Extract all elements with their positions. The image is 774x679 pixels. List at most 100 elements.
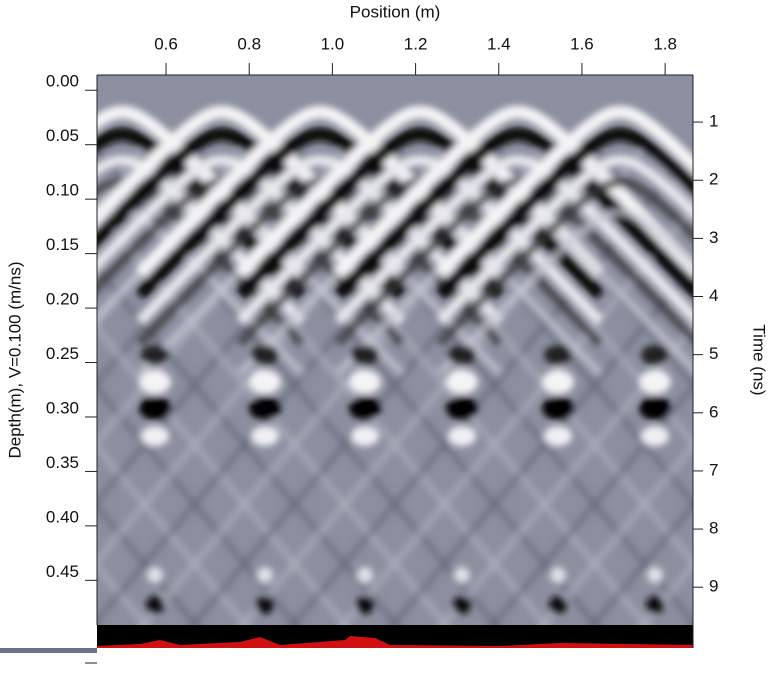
y2-tick-label: 7 bbox=[709, 460, 718, 479]
hyperbola bbox=[435, 105, 693, 278]
radargram-image bbox=[97, 75, 774, 650]
reflector bbox=[453, 596, 471, 614]
reflector bbox=[351, 426, 379, 446]
reflector bbox=[351, 345, 379, 365]
y2-tick-label: 3 bbox=[709, 228, 718, 247]
y-tick-label: 0.10 bbox=[46, 181, 79, 200]
y2-tick-label: 6 bbox=[709, 402, 718, 421]
hyperbola bbox=[436, 154, 693, 325]
y-tick-label: 0.00 bbox=[46, 72, 79, 91]
hyperbola bbox=[136, 154, 504, 325]
texture bbox=[638, 560, 693, 625]
reflector bbox=[446, 396, 478, 420]
hyperbola bbox=[334, 154, 693, 325]
reflector bbox=[639, 396, 671, 420]
texture bbox=[97, 382, 301, 625]
reflector bbox=[251, 426, 279, 446]
texture bbox=[97, 263, 401, 625]
hyperbola bbox=[97, 154, 406, 325]
y-tick-label: 0.25 bbox=[46, 344, 79, 363]
hyperbola bbox=[434, 126, 693, 301]
reflector bbox=[639, 370, 671, 394]
y2-axis-title: Time (ns) bbox=[750, 324, 769, 395]
reflection-pattern bbox=[97, 105, 774, 650]
reflector bbox=[641, 426, 669, 446]
reflector bbox=[550, 567, 566, 583]
reflector bbox=[257, 567, 273, 583]
reflector bbox=[448, 426, 476, 446]
y-tick-label: 0.35 bbox=[46, 453, 79, 472]
reflector bbox=[647, 567, 663, 583]
reflector bbox=[251, 345, 279, 365]
reflector bbox=[249, 370, 281, 394]
hyperbola bbox=[235, 105, 605, 278]
reflector bbox=[454, 567, 470, 583]
reflector bbox=[646, 596, 664, 614]
hyperbola bbox=[97, 154, 306, 325]
texture bbox=[538, 440, 693, 625]
x-tick-label: 0.8 bbox=[237, 34, 261, 53]
y-tick-label: 0.40 bbox=[46, 507, 79, 526]
y-axis-title: Depth(m), V=0.100 (m/ns) bbox=[5, 262, 24, 459]
reflector bbox=[448, 345, 476, 365]
reflector bbox=[446, 370, 478, 394]
reflector bbox=[147, 567, 163, 583]
hyperbola bbox=[236, 154, 604, 325]
texture bbox=[722, 150, 774, 650]
reflector bbox=[641, 345, 669, 365]
x-tick-label: 1.0 bbox=[321, 34, 345, 53]
reflector bbox=[357, 567, 373, 583]
reflector bbox=[139, 396, 171, 420]
reflector bbox=[141, 345, 169, 365]
reflector bbox=[141, 426, 169, 446]
reflector bbox=[256, 596, 274, 614]
reflector bbox=[249, 396, 281, 420]
y-tick-label: 0.20 bbox=[46, 290, 79, 309]
y2-tick-label: 9 bbox=[709, 577, 718, 596]
x-tick-label: 1.6 bbox=[570, 34, 594, 53]
y-tick-label: 0.05 bbox=[46, 126, 79, 145]
hyperbola bbox=[234, 126, 606, 301]
texture bbox=[97, 501, 201, 625]
reflector bbox=[356, 596, 374, 614]
texture bbox=[288, 147, 693, 625]
hyperbola bbox=[334, 176, 693, 347]
signal-trace bbox=[97, 636, 693, 648]
x-tick-label: 0.6 bbox=[154, 34, 178, 53]
y2-tick-label: 2 bbox=[709, 170, 718, 189]
y-tick-label: 0.30 bbox=[46, 398, 79, 417]
texture bbox=[438, 321, 693, 625]
x-tick-label: 1.4 bbox=[487, 34, 511, 53]
hyperbola bbox=[333, 105, 693, 278]
texture bbox=[97, 442, 251, 625]
hyperbola bbox=[437, 207, 693, 376]
reflector bbox=[349, 370, 381, 394]
x-tick-label: 1.8 bbox=[653, 34, 677, 53]
y2-tick-label: 5 bbox=[709, 344, 718, 363]
y2-tick-label: 8 bbox=[709, 519, 718, 538]
reflector bbox=[544, 426, 572, 446]
texture bbox=[388, 262, 693, 625]
texture bbox=[588, 500, 693, 625]
residual-strip bbox=[0, 648, 97, 653]
reflector bbox=[542, 370, 574, 394]
texture bbox=[747, 150, 774, 650]
x-axis-title: Position (m) bbox=[350, 2, 441, 21]
reflector bbox=[549, 596, 567, 614]
texture bbox=[338, 202, 693, 625]
reflector bbox=[349, 396, 381, 420]
hyperbola bbox=[332, 126, 693, 301]
texture bbox=[697, 150, 774, 650]
y-tick-label: 0.15 bbox=[46, 235, 79, 254]
y2-tick-label: 4 bbox=[709, 286, 718, 305]
y-tick-label: 0.45 bbox=[46, 562, 79, 581]
reflector bbox=[544, 345, 572, 365]
y2-tick-label: 1 bbox=[709, 112, 718, 131]
reflector bbox=[139, 370, 171, 394]
texture bbox=[238, 147, 645, 625]
texture bbox=[488, 381, 693, 625]
reflector bbox=[542, 396, 574, 420]
reflector bbox=[146, 596, 164, 614]
hyperbola bbox=[436, 176, 693, 347]
